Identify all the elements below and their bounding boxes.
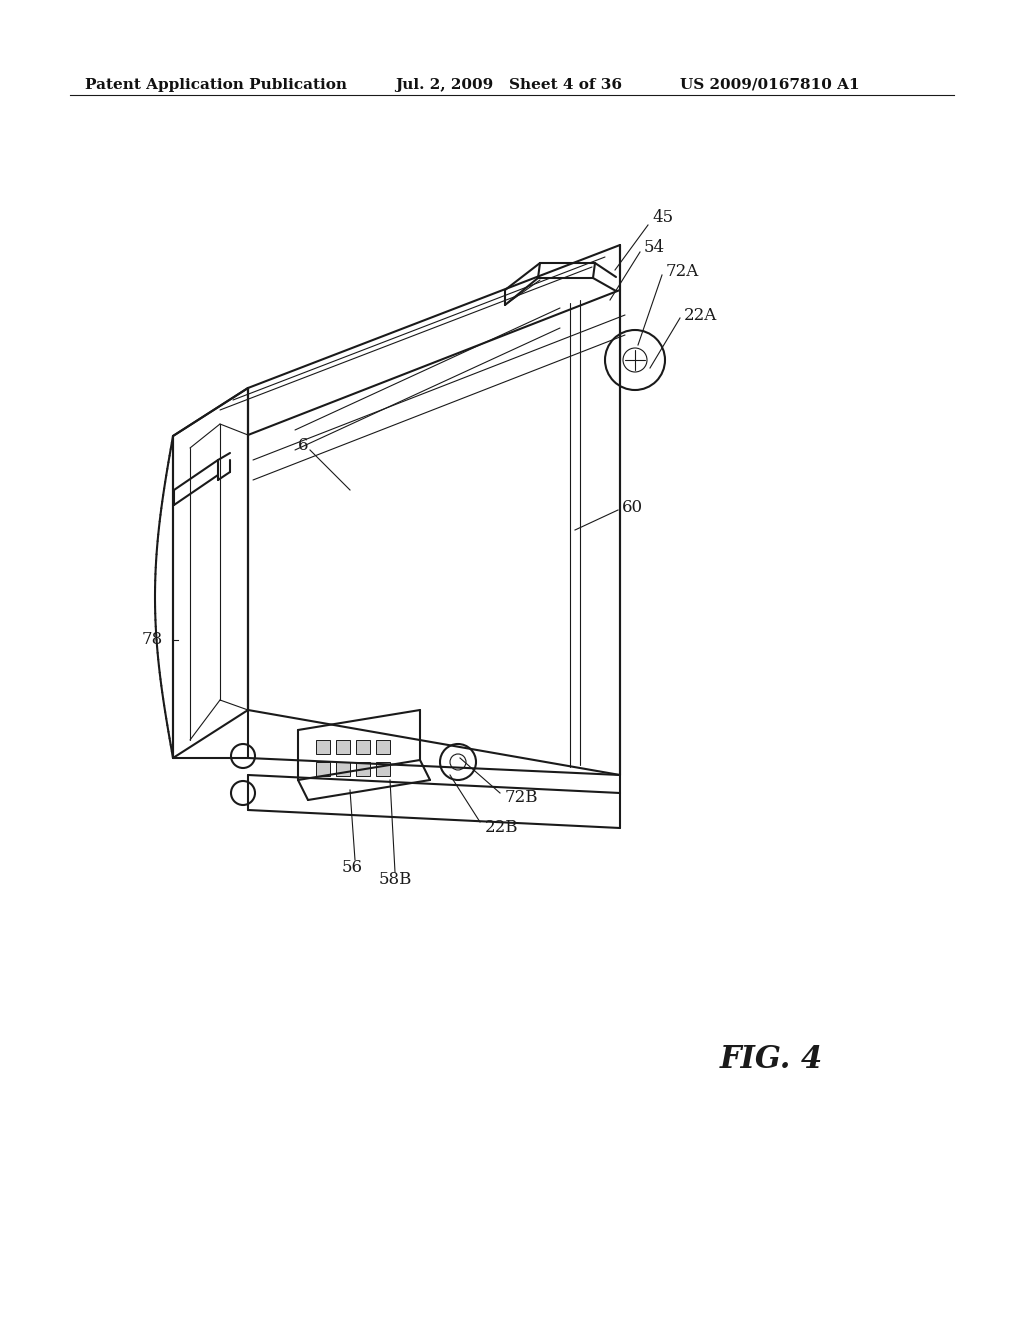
Text: 6: 6: [298, 437, 308, 454]
Bar: [356, 741, 370, 754]
Text: 22B: 22B: [485, 818, 518, 836]
Text: 78: 78: [141, 631, 163, 648]
Text: US 2009/0167810 A1: US 2009/0167810 A1: [680, 78, 859, 92]
Bar: [336, 741, 350, 754]
Bar: [356, 762, 370, 776]
Text: FIG. 4: FIG. 4: [720, 1044, 823, 1076]
Text: Jul. 2, 2009   Sheet 4 of 36: Jul. 2, 2009 Sheet 4 of 36: [395, 78, 622, 92]
Text: 45: 45: [652, 210, 673, 227]
Bar: [316, 762, 330, 776]
Bar: [376, 741, 390, 754]
Text: 22A: 22A: [684, 306, 717, 323]
Text: 58B: 58B: [378, 871, 412, 888]
Text: 60: 60: [622, 499, 643, 516]
Bar: [336, 762, 350, 776]
Bar: [376, 762, 390, 776]
Text: 72A: 72A: [666, 264, 699, 281]
Text: 54: 54: [644, 239, 666, 256]
Text: Patent Application Publication: Patent Application Publication: [85, 78, 347, 92]
Bar: [316, 741, 330, 754]
Text: 56: 56: [341, 859, 362, 876]
Text: 72B: 72B: [505, 789, 539, 807]
